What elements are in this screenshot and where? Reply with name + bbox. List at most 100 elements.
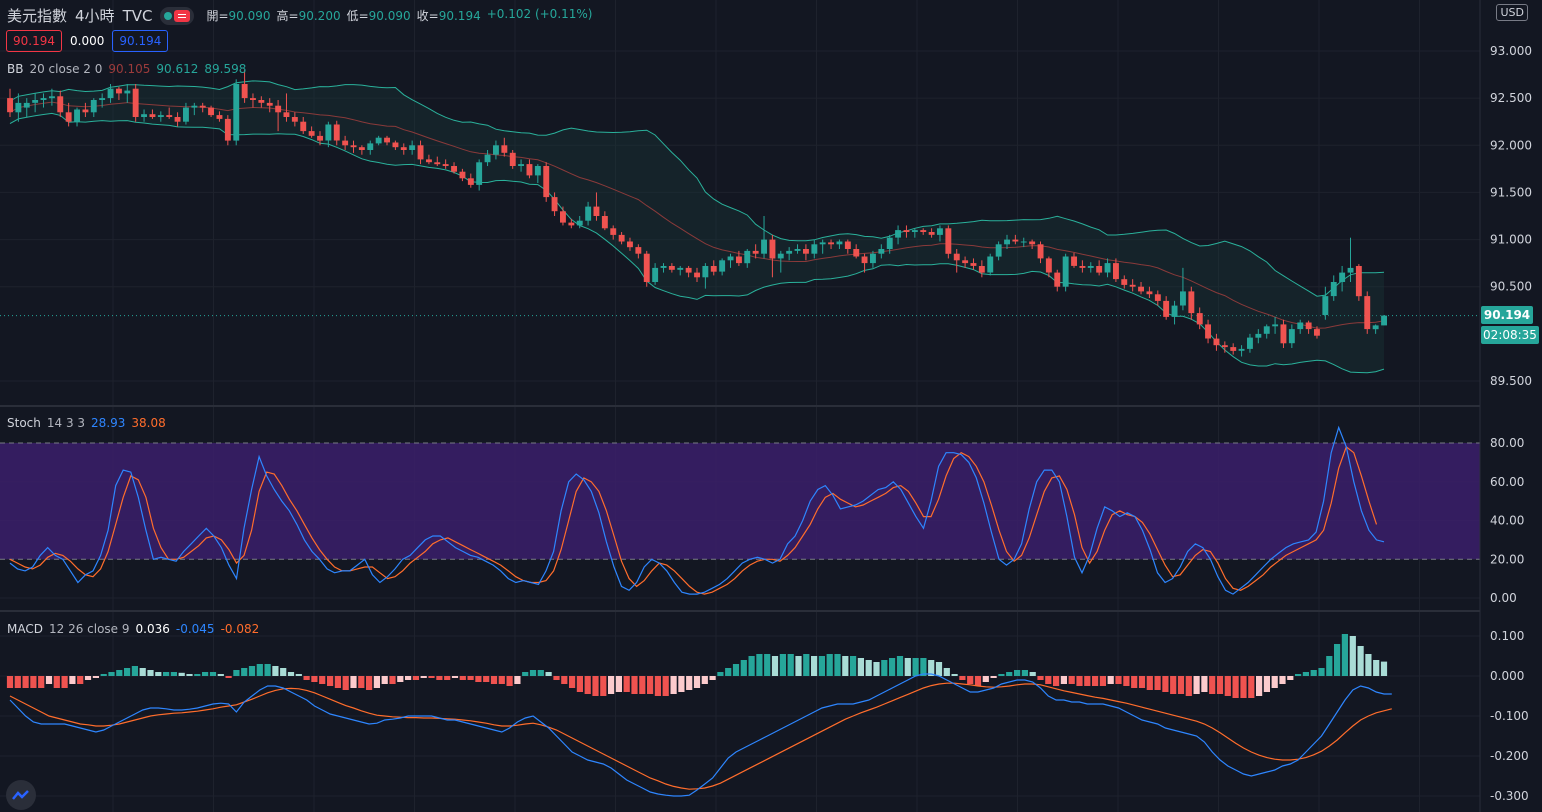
candle-body <box>560 211 566 223</box>
macd-histogram-bar <box>974 676 982 686</box>
tradingview-logo-icon[interactable] <box>6 780 36 810</box>
sell-button[interactable]: 90.194 <box>6 30 62 52</box>
candle-body <box>1079 266 1086 268</box>
macd-histogram-bar <box>529 670 537 676</box>
buy-button[interactable]: 90.194 <box>112 30 169 52</box>
stoch-legend[interactable]: Stoch 14 3 3 28.93 38.08 <box>7 416 166 430</box>
macd-histogram-bar <box>904 658 911 676</box>
macd-histogram-bar <box>116 670 123 676</box>
macd-histogram-bar <box>1263 676 1270 692</box>
price-axis[interactable]: 93.000 92.500 92.000 91.500 91.000 90.500 89.5… <box>1490 44 1532 803</box>
macd-histogram-bar <box>826 654 833 676</box>
macd-histogram-bar <box>373 676 380 688</box>
macd-histogram-bar <box>327 676 334 686</box>
macd-histogram-bar <box>873 662 880 676</box>
interval-label[interactable]: 4小時 <box>75 7 115 25</box>
candle-body <box>1020 241 1027 243</box>
macd-histogram-bar <box>678 676 685 692</box>
macd-tick-label: 0.000 <box>1490 669 1524 683</box>
macd-histogram-bar <box>436 676 443 680</box>
macd-histogram-bar <box>467 676 474 680</box>
candle-body <box>685 267 692 273</box>
macd-histogram-bar <box>1123 676 1130 686</box>
candle-body <box>1163 300 1170 317</box>
macd-histogram-bar <box>717 672 724 676</box>
candle-body <box>258 100 265 103</box>
candle-body <box>23 102 30 108</box>
candle-body <box>1205 324 1211 339</box>
candle-body <box>1297 322 1304 330</box>
macd-histogram-bar <box>1021 670 1028 676</box>
macd-histogram-bar <box>92 676 99 678</box>
macd-histogram-bar <box>818 656 825 676</box>
bb-basis-value: 90.105 <box>108 62 151 76</box>
macd-histogram-bar <box>170 672 177 676</box>
macd-histogram-bar <box>84 676 92 680</box>
symbol-name[interactable]: 美元指數 <box>7 7 68 25</box>
macd-histogram-bar <box>725 668 732 676</box>
macd-histogram-bar <box>514 676 521 684</box>
source-label: TVC <box>122 6 153 25</box>
macd-histogram-bar <box>584 676 591 694</box>
currency-label[interactable]: USD <box>1496 4 1528 21</box>
stoch-label: Stoch <box>7 416 41 430</box>
stoch-tick-label: 60.00 <box>1490 475 1524 489</box>
candle-body <box>1062 256 1069 287</box>
candle-body <box>1355 266 1362 297</box>
macd-histogram-bar <box>756 654 763 676</box>
candle-body <box>166 115 173 117</box>
macd-histogram-bar <box>1365 654 1372 676</box>
macd-line-value: -0.045 <box>175 622 215 636</box>
candle-body <box>493 145 499 155</box>
candle-body <box>375 137 382 144</box>
stoch-d-value: 38.08 <box>131 416 166 430</box>
candle-body <box>886 237 893 249</box>
candle-body <box>191 105 198 108</box>
macd-histogram-bar <box>22 676 29 688</box>
macd-legend[interactable]: MACD 12 26 close 9 0.036 -0.045 -0.082 <box>7 622 259 636</box>
candle-body <box>1339 272 1346 282</box>
macd-histogram-bar <box>506 676 513 686</box>
candle-body <box>124 90 131 94</box>
candle-body <box>1188 291 1195 314</box>
macd-histogram-bar <box>553 676 560 680</box>
macd-histogram-bar <box>1209 676 1216 694</box>
macd-histogram-bar <box>483 676 490 682</box>
candle-body <box>761 239 767 254</box>
macd-histogram-bar <box>389 676 396 684</box>
candle-body <box>710 266 717 272</box>
candle-body <box>40 98 47 100</box>
stoch-k-value: 28.93 <box>91 416 126 430</box>
candle-body <box>291 117 298 122</box>
candle-body <box>275 105 282 113</box>
macd-histogram-bar <box>1271 676 1278 688</box>
candle-body <box>585 206 592 221</box>
macd-histogram-bar <box>1084 676 1091 686</box>
macd-histogram-bar <box>163 672 170 676</box>
macd-histogram-bar <box>1037 676 1044 680</box>
candle-body <box>442 164 449 166</box>
candle-body <box>627 241 633 248</box>
macd-histogram-bar <box>428 676 435 678</box>
macd-histogram-bar <box>600 676 607 696</box>
candle-body <box>426 159 432 163</box>
macd-histogram-bar <box>959 676 966 680</box>
macd-histogram-bar <box>280 668 287 676</box>
market-status-toggle[interactable] <box>160 6 195 25</box>
macd-histogram-bar <box>857 658 864 676</box>
stoch-tick-label: 20.00 <box>1490 552 1524 566</box>
candle-body <box>987 256 994 273</box>
macd-tick-label: -0.200 <box>1490 749 1529 763</box>
macd-line <box>9 673 1392 797</box>
macd-histogram-bar <box>1240 676 1247 698</box>
candle-body <box>1213 338 1220 346</box>
bb-legend[interactable]: BB 20 close 2 0 90.105 90.612 89.598 <box>7 62 246 76</box>
macd-histogram-bar <box>1107 676 1114 684</box>
candle-body <box>1113 263 1119 280</box>
macd-histogram-bar <box>1006 672 1013 676</box>
macd-histogram-bar <box>209 672 217 676</box>
macd-pane <box>6 634 1392 797</box>
candle-body <box>90 100 97 113</box>
candle-body <box>1196 313 1203 325</box>
